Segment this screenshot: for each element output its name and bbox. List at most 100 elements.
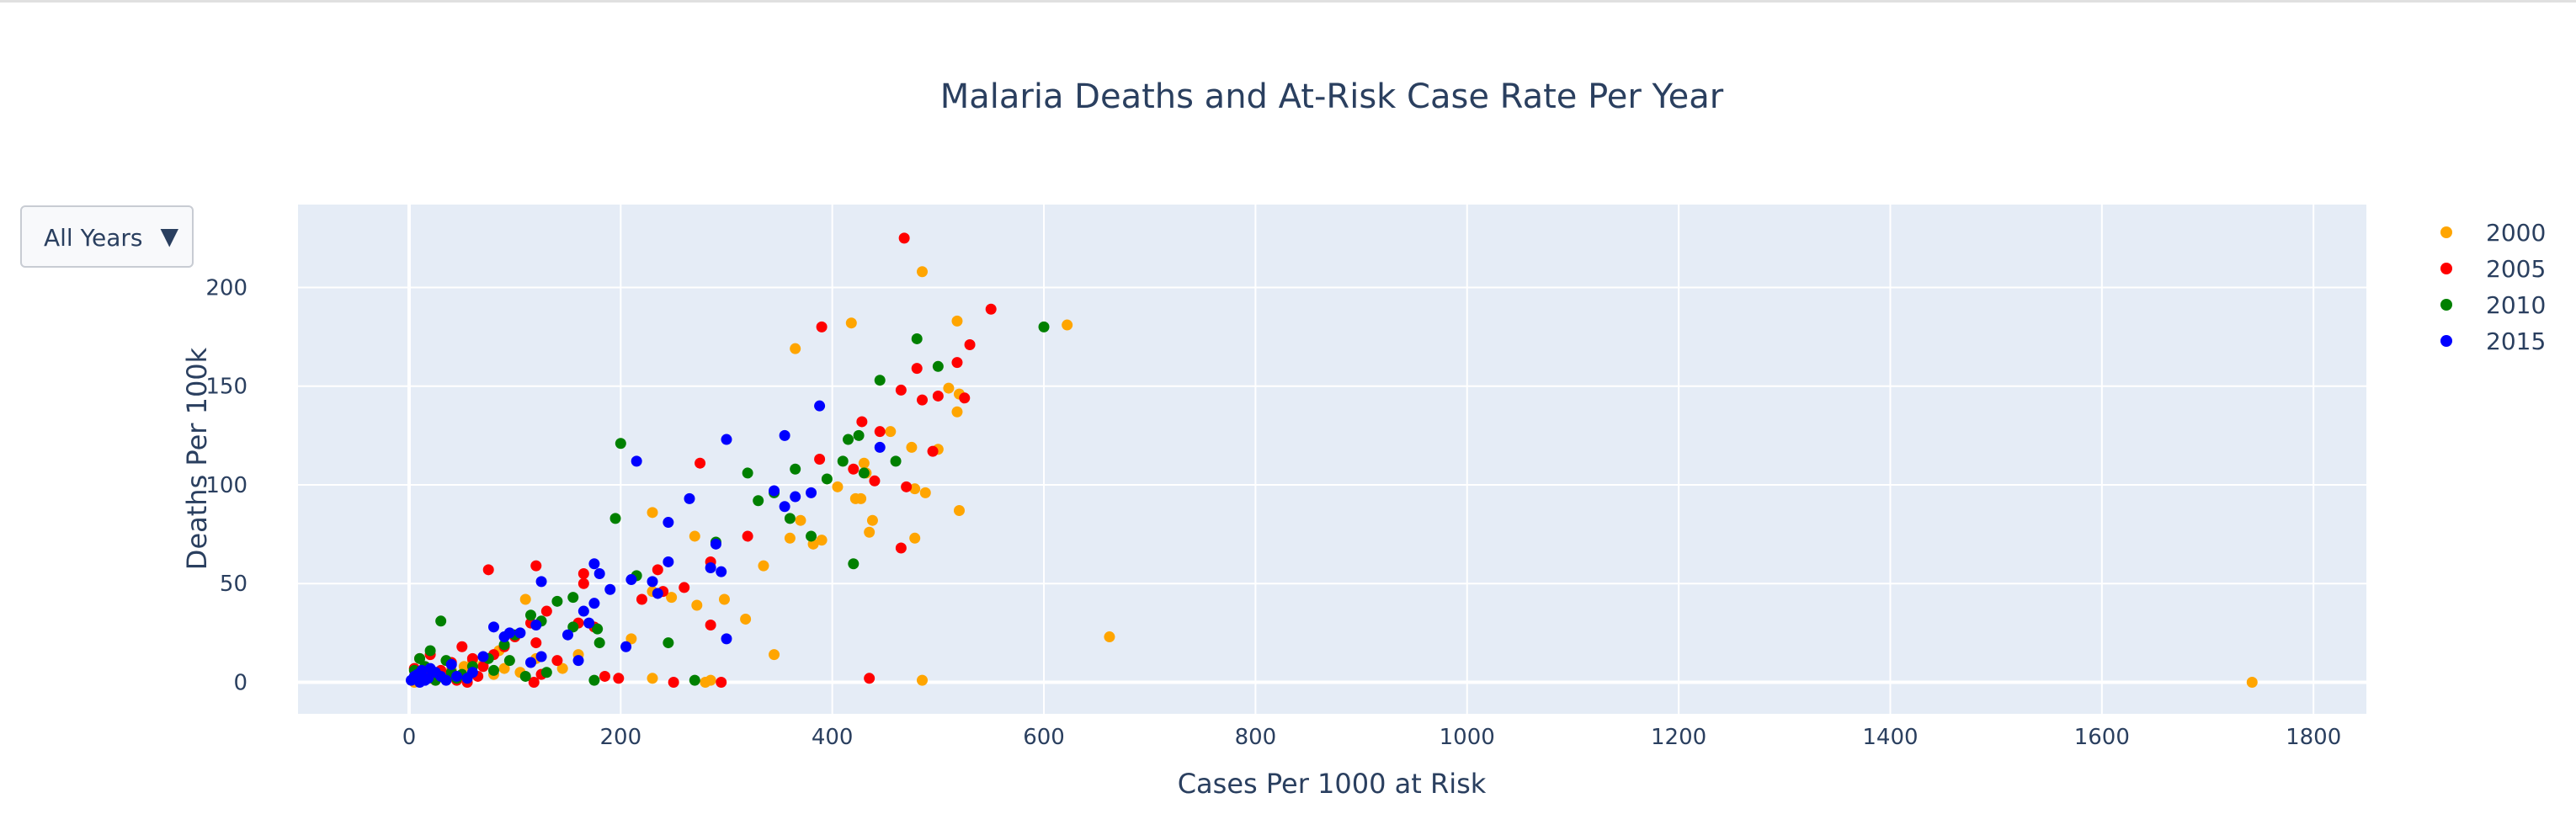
data-point — [416, 664, 428, 676]
data-point — [498, 639, 510, 651]
grid-lines — [298, 205, 2366, 714]
data-point — [721, 434, 732, 445]
data-point — [572, 655, 584, 667]
legend-item-2015[interactable]: 2015 — [2440, 327, 2546, 355]
data-point — [816, 535, 828, 546]
data-point — [740, 613, 752, 625]
data-point — [609, 513, 621, 524]
data-point — [919, 487, 931, 498]
legend-label: 2000 — [2486, 219, 2546, 247]
data-point — [567, 592, 579, 604]
data-point — [440, 674, 452, 686]
data-point — [927, 445, 939, 457]
data-point — [769, 485, 780, 497]
data-point — [906, 441, 918, 453]
x-tick-label: 1200 — [1651, 725, 1706, 750]
data-point — [528, 676, 540, 688]
data-point — [814, 400, 826, 412]
data-point — [742, 530, 753, 542]
data-point — [519, 670, 531, 682]
data-point — [855, 492, 867, 504]
data-point — [716, 676, 727, 688]
chevron-down-icon: ▼ — [160, 222, 178, 250]
data-point — [535, 651, 547, 662]
x-tick-label: 1600 — [2074, 725, 2130, 750]
legend: 2000 2005 2010 2015 — [2440, 219, 2546, 355]
x-tick-label: 1000 — [1440, 725, 1495, 750]
data-point — [853, 429, 865, 441]
data-point — [514, 627, 526, 639]
data-point — [790, 463, 801, 475]
data-point — [477, 651, 489, 662]
data-point — [806, 487, 817, 498]
data-point — [668, 676, 679, 688]
data-point — [445, 658, 457, 670]
data-point — [2246, 676, 2258, 688]
data-point — [588, 598, 600, 609]
data-point — [530, 560, 542, 572]
year-filter-selected: All Years — [44, 224, 143, 252]
data-point — [790, 491, 801, 503]
data-point — [864, 673, 876, 684]
x-axis-label: Cases Per 1000 at Risk — [1178, 768, 1487, 800]
legend-item-2010[interactable]: 2010 — [2440, 291, 2546, 319]
data-point — [540, 605, 552, 617]
data-point — [679, 582, 690, 593]
data-point — [951, 406, 963, 418]
data-point — [716, 566, 727, 577]
x-tick-label: 800 — [1235, 725, 1277, 750]
data-point — [647, 576, 658, 588]
data-point — [631, 455, 642, 467]
data-point — [943, 382, 955, 394]
legend-label: 2010 — [2486, 291, 2546, 319]
data-point — [806, 530, 817, 542]
data-point — [864, 526, 876, 538]
data-point — [700, 676, 711, 688]
data-point — [758, 560, 769, 572]
data-point — [636, 593, 647, 605]
data-point — [429, 667, 441, 678]
data-point — [456, 641, 468, 652]
data-point — [620, 641, 632, 652]
data-point — [932, 390, 944, 402]
data-point — [435, 615, 447, 627]
data-point — [964, 338, 976, 350]
data-point — [832, 481, 844, 492]
data-point — [604, 583, 616, 595]
data-points — [405, 232, 2258, 688]
legend-item-2000[interactable]: 2000 — [2440, 219, 2546, 247]
x-tick-label: 1400 — [1862, 725, 1918, 750]
data-point — [837, 455, 849, 467]
data-point — [530, 637, 542, 649]
data-point — [556, 662, 568, 674]
data-point — [848, 463, 860, 475]
data-point — [530, 619, 542, 630]
data-point — [874, 375, 886, 386]
y-tick-label: 200 — [205, 275, 247, 301]
data-point — [911, 333, 923, 344]
legend-marker — [2440, 335, 2452, 347]
legend-item-2005[interactable]: 2005 — [2440, 255, 2546, 283]
data-point — [503, 655, 515, 667]
data-point — [482, 564, 494, 576]
data-point — [625, 574, 637, 586]
chart-title: Malaria Deaths and At-Risk Case Rate Per… — [940, 77, 1724, 116]
data-point — [451, 670, 463, 682]
data-point — [593, 637, 605, 649]
year-filter-dropdown[interactable]: All Years ▼ — [20, 205, 194, 268]
data-point — [540, 667, 552, 678]
data-point — [689, 674, 700, 686]
data-point — [592, 623, 604, 635]
data-point — [593, 568, 605, 580]
data-point — [652, 588, 663, 599]
data-point — [647, 507, 658, 519]
data-point — [414, 652, 426, 664]
data-point — [524, 609, 536, 621]
data-point — [790, 343, 801, 354]
data-point — [909, 532, 921, 544]
data-point — [951, 315, 963, 327]
data-point — [814, 454, 826, 465]
data-point — [695, 457, 706, 469]
data-point — [423, 673, 434, 684]
data-point — [779, 501, 790, 513]
